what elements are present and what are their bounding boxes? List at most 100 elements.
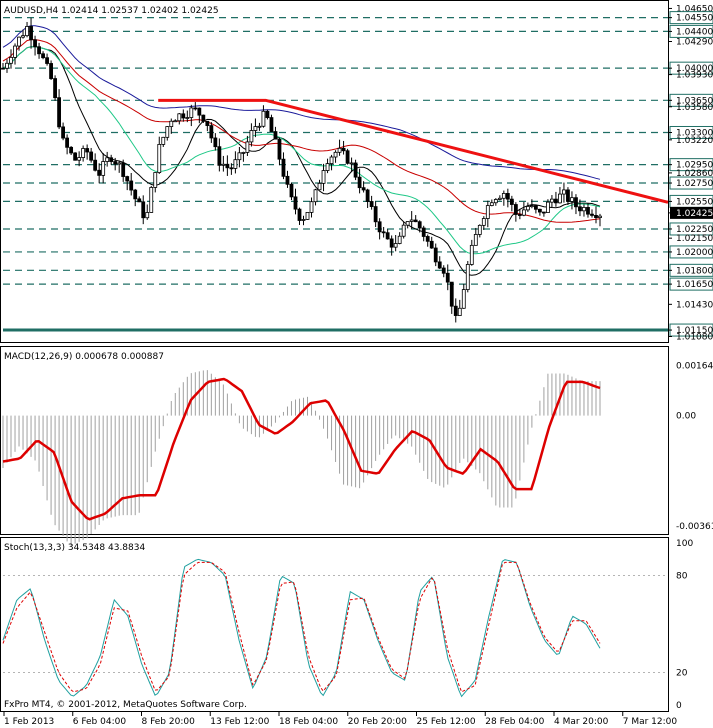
candle-body <box>185 117 190 119</box>
candle-body <box>361 187 366 191</box>
price-tick-label: 1.02950 <box>676 161 713 171</box>
time-tick-label: 28 Feb 04:00 <box>485 717 544 727</box>
candle-body <box>177 113 182 122</box>
candle-body <box>417 221 422 229</box>
ma-fast-line <box>2 46 601 276</box>
macd-panel-frame <box>0 346 669 535</box>
symbol-header: AUDUSD,H4 1.02414 1.02537 1.02402 1.0242… <box>4 6 219 16</box>
candle-body <box>21 35 25 38</box>
candle-body <box>489 202 494 206</box>
candle-body <box>441 267 446 274</box>
price-tick-label: 1.01430 <box>676 300 713 310</box>
candle-body <box>189 107 194 118</box>
candlesticks <box>1 17 602 323</box>
candle-body <box>457 307 462 316</box>
candle-body <box>1 67 5 70</box>
candle-body <box>65 137 70 148</box>
candle-body <box>49 63 53 79</box>
stoch-panel-frame <box>0 537 669 712</box>
candle-body <box>289 183 294 198</box>
candle-body <box>285 175 290 185</box>
candle-body <box>197 107 202 116</box>
price-tick-label: 1.03650 <box>676 96 713 106</box>
candle-body <box>433 247 438 263</box>
candle-body <box>598 215 602 218</box>
trendline[interactable] <box>158 98 669 204</box>
candle-body <box>89 151 94 161</box>
candle-body <box>485 205 490 219</box>
time-tick-label: 18 Feb 04:00 <box>279 717 338 727</box>
ma-green-line <box>2 46 601 255</box>
price-tick-label: 1.03580 <box>676 103 713 113</box>
candle-body <box>594 215 598 218</box>
candle-body <box>105 157 110 162</box>
candle-body <box>513 204 518 215</box>
candle-body <box>213 137 218 148</box>
candle-body <box>293 196 298 210</box>
candle-body <box>117 162 122 165</box>
candle-body <box>409 219 414 222</box>
trendline-path[interactable] <box>158 98 669 204</box>
macd-header: MACD(12,26,9) 0.000678 0.000887 <box>4 352 164 362</box>
candle-body <box>53 78 57 99</box>
candle-body <box>341 147 346 152</box>
candle-body <box>321 170 326 184</box>
candle-body <box>149 187 154 213</box>
candle-body <box>497 197 502 200</box>
candle-body <box>369 201 374 207</box>
candle-body <box>37 46 41 55</box>
candle-body <box>509 198 514 205</box>
candle-body <box>562 189 566 195</box>
stoch-main-line <box>2 558 601 698</box>
candle-body <box>501 193 506 199</box>
candle-body <box>193 107 198 110</box>
candle-body <box>313 189 318 203</box>
candle-body <box>381 231 386 234</box>
time-tick-label: 20 Feb 20:00 <box>348 717 407 727</box>
candle-body <box>81 148 86 158</box>
stoch-tick-label: 100 <box>676 539 693 549</box>
price-tick-label: 1.02000 <box>676 248 713 258</box>
candle-body <box>165 126 170 138</box>
candle-body <box>161 136 166 145</box>
candle-body <box>590 213 594 216</box>
candle-body <box>550 198 554 203</box>
candle-body <box>493 199 498 204</box>
time-tick-label: 8 Feb 20:00 <box>142 717 196 727</box>
time-tick-label: 13 Feb 12:00 <box>210 717 269 727</box>
candle-body <box>481 218 486 226</box>
price-tick-label: 1.01080 <box>676 332 713 342</box>
candle-body <box>181 113 186 119</box>
candle-body <box>574 197 578 208</box>
candle-body <box>349 162 354 165</box>
candle-body <box>137 198 142 203</box>
candle-body <box>425 236 430 242</box>
price-tick-label: 1.02550 <box>676 197 713 207</box>
candle-body <box>570 197 574 202</box>
candle-body <box>25 26 29 37</box>
candle-body <box>373 206 378 223</box>
candle-body <box>365 189 370 202</box>
candle-body <box>109 157 114 162</box>
candle-body <box>317 182 322 191</box>
ma-blue-line <box>2 25 601 180</box>
candle-body <box>533 205 538 210</box>
candle-body <box>586 207 590 215</box>
candle-body <box>269 117 274 132</box>
price-tick-label: 1.01150 <box>676 326 713 336</box>
candle-body <box>33 39 37 48</box>
candle-body <box>5 62 9 69</box>
candle-body <box>77 157 82 161</box>
candle-body <box>9 56 13 64</box>
macd-signal-line <box>2 377 601 521</box>
candle-body <box>133 189 138 200</box>
candle-body <box>582 207 586 212</box>
candle-body <box>405 221 410 226</box>
candle-body <box>525 206 530 211</box>
candle-body <box>469 244 474 265</box>
macd-tick-label: 0.00 <box>676 412 696 422</box>
candle-body <box>233 159 238 169</box>
candle-body <box>113 161 118 165</box>
